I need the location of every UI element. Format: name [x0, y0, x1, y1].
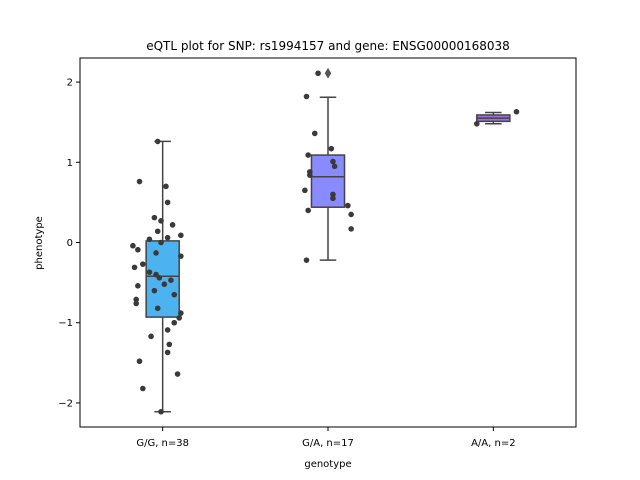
data-point — [136, 178, 143, 185]
data-point — [161, 281, 168, 288]
data-point — [168, 277, 174, 284]
data-point — [158, 408, 164, 415]
box-group — [130, 138, 184, 415]
data-point — [154, 138, 161, 145]
y-tick-label: 2 — [67, 78, 73, 89]
outlier-marker — [324, 67, 332, 79]
data-point — [169, 222, 176, 228]
box-iqr — [310, 154, 346, 208]
data-point — [154, 305, 161, 312]
data-point — [133, 296, 140, 303]
data-point — [171, 319, 178, 326]
data-point — [136, 358, 143, 365]
data-point — [474, 120, 480, 127]
data-point — [156, 274, 163, 281]
data-point — [146, 269, 153, 275]
x-tick-label: A/A, n=2 — [471, 438, 516, 449]
data-point — [303, 257, 310, 263]
data-point — [146, 236, 153, 243]
data-point — [303, 93, 310, 100]
y-axis-label: phenotype — [34, 216, 45, 270]
data-point — [178, 232, 184, 239]
data-point — [131, 264, 138, 271]
data-point — [330, 158, 336, 165]
data-point — [174, 371, 181, 377]
data-point — [331, 163, 338, 170]
data-point — [158, 218, 164, 224]
data-point — [130, 242, 136, 249]
y-tick-label: −1 — [58, 318, 73, 329]
data-point — [135, 246, 141, 253]
data-point — [166, 341, 173, 348]
data-point — [164, 327, 171, 333]
data-point — [164, 199, 171, 206]
data-point — [315, 70, 321, 77]
data-point — [140, 385, 146, 392]
data-point — [513, 108, 520, 115]
data-point — [154, 228, 161, 235]
y-tick-label: −2 — [58, 398, 73, 409]
data-point — [151, 214, 158, 221]
x-axis-label: genotype — [304, 459, 351, 470]
data-point — [135, 283, 141, 289]
x-tick-label: G/A, n=17 — [302, 438, 354, 449]
data-point — [311, 130, 318, 137]
y-tick-label: 1 — [67, 158, 73, 169]
data-point — [345, 202, 351, 209]
data-point — [176, 315, 182, 321]
plot-area — [130, 67, 520, 415]
data-point — [171, 291, 178, 298]
data-point — [164, 349, 171, 356]
data-point — [348, 226, 354, 232]
data-point — [148, 333, 154, 340]
x-tick-label: G/G, n=38 — [136, 438, 189, 449]
data-point — [153, 250, 159, 256]
chart-title: eQTL plot for SNP: rs1994157 and gene: E… — [146, 39, 510, 53]
data-point — [163, 183, 169, 190]
data-point — [302, 187, 308, 194]
data-point — [305, 207, 311, 214]
data-point — [158, 239, 164, 246]
data-point — [305, 152, 311, 158]
data-point — [178, 253, 184, 259]
y-axis: −2 −1 0 1 2 — [58, 78, 80, 409]
box-group — [302, 67, 354, 263]
data-point — [328, 145, 335, 152]
data-point — [164, 234, 171, 241]
y-tick-label: 0 — [67, 238, 73, 249]
data-point — [307, 172, 313, 178]
box-group — [474, 108, 520, 127]
data-point — [178, 310, 184, 316]
x-axis: G/G, n=38 G/A, n=17 A/A, n=2 — [136, 427, 516, 449]
data-point — [140, 261, 146, 267]
data-point — [348, 211, 354, 218]
data-point — [133, 300, 140, 307]
box-iqr — [145, 240, 180, 318]
data-point — [330, 191, 336, 198]
data-point — [330, 195, 336, 202]
data-point — [151, 287, 158, 294]
